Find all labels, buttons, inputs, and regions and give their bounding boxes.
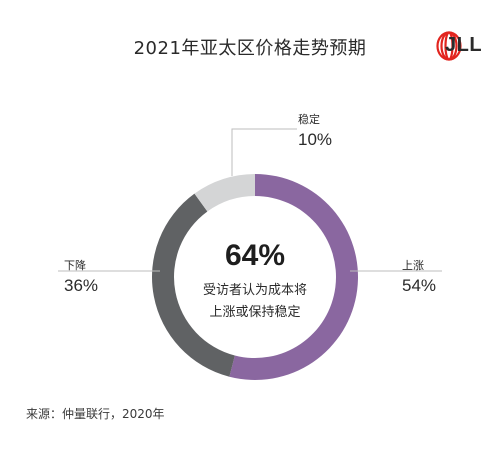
label-fall: 下降 36%	[64, 257, 98, 296]
center-caption-line2: 上涨或保持稳定	[209, 305, 301, 320]
slice-fall	[151, 193, 235, 377]
label-fall-value: 36%	[64, 276, 99, 295]
label-rise-name: 上涨	[402, 259, 424, 272]
slice-stable	[194, 174, 255, 212]
label-stable: 稳定 10%	[298, 111, 332, 150]
jll-logo-icon	[436, 31, 462, 61]
label-fall-name: 下降	[64, 259, 86, 272]
center-percentage: 64%	[224, 239, 286, 272]
center-caption-line1: 受访者认为成本将	[202, 283, 307, 298]
source-note: 来源：仲量联行，2020年	[26, 407, 165, 421]
slice-rise	[229, 174, 358, 381]
jll-logo-text: JLL	[445, 34, 483, 56]
label-rise: 上涨 54%	[402, 257, 436, 296]
leader-line-stable	[231, 128, 297, 176]
chart-title: 2021年亚太区价格走势预期	[133, 38, 367, 59]
label-stable-name: 稳定	[298, 113, 320, 126]
label-stable-value: 10%	[298, 130, 333, 149]
label-rise-value: 54%	[402, 276, 437, 295]
